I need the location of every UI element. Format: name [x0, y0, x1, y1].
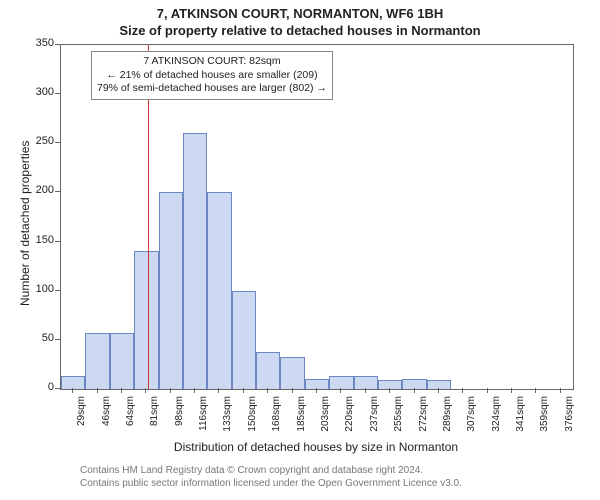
y-tick-label: 0: [24, 381, 54, 393]
y-tick-mark: [55, 339, 60, 340]
histogram-bar: [402, 379, 426, 389]
y-tick-mark: [55, 241, 60, 242]
histogram-bar: [427, 380, 451, 389]
annotation-line: 79% of semi-detached houses are larger (…: [97, 82, 327, 96]
x-tick-mark: [243, 388, 244, 393]
x-tick-mark: [535, 388, 536, 393]
x-tick-mark: [267, 388, 268, 393]
x-tick-mark: [365, 388, 366, 393]
x-tick-mark: [487, 388, 488, 393]
histogram-bar: [232, 291, 256, 389]
chart-container: 7, ATKINSON COURT, NORMANTON, WF6 1BH Si…: [0, 0, 600, 500]
y-tick-mark: [55, 93, 60, 94]
x-tick-mark: [316, 388, 317, 393]
x-tick-mark: [218, 388, 219, 393]
y-tick-mark: [55, 388, 60, 389]
x-tick-mark: [194, 388, 195, 393]
x-tick-mark: [145, 388, 146, 393]
histogram-bar: [110, 333, 134, 389]
histogram-bar: [159, 192, 183, 389]
x-tick-mark: [438, 388, 439, 393]
x-tick-mark: [121, 388, 122, 393]
histogram-bar: [329, 376, 353, 389]
x-tick-mark: [462, 388, 463, 393]
y-tick-mark: [55, 142, 60, 143]
annotation-line: ← 21% of detached houses are smaller (20…: [97, 69, 327, 83]
y-tick-mark: [55, 290, 60, 291]
y-tick-mark: [55, 191, 60, 192]
footer-attribution: Contains HM Land Registry data © Crown c…: [80, 464, 462, 490]
y-tick-label: 350: [24, 37, 54, 49]
plot-area: 7 ATKINSON COURT: 82sqm ← 21% of detache…: [60, 44, 574, 390]
title-subtitle: Size of property relative to detached ho…: [0, 21, 600, 38]
histogram-bar: [183, 133, 207, 389]
x-tick-mark: [97, 388, 98, 393]
y-tick-label: 300: [24, 86, 54, 98]
annotation-box: 7 ATKINSON COURT: 82sqm ← 21% of detache…: [91, 51, 333, 100]
x-tick-mark: [389, 388, 390, 393]
histogram-bar: [85, 333, 109, 389]
histogram-bar: [134, 251, 158, 389]
footer-line: Contains public sector information licen…: [80, 477, 462, 490]
histogram-bar: [280, 357, 304, 389]
x-tick-mark: [560, 388, 561, 393]
histogram-bar: [256, 352, 280, 389]
histogram-bar: [61, 376, 85, 389]
title-address: 7, ATKINSON COURT, NORMANTON, WF6 1BH: [0, 0, 600, 21]
x-tick-mark: [511, 388, 512, 393]
y-axis-label: Number of detached properties: [18, 141, 32, 306]
x-tick-mark: [340, 388, 341, 393]
x-tick-mark: [72, 388, 73, 393]
x-tick-mark: [170, 388, 171, 393]
y-tick-mark: [55, 44, 60, 45]
x-tick-mark: [414, 388, 415, 393]
annotation-line: 7 ATKINSON COURT: 82sqm: [97, 55, 327, 69]
x-tick-mark: [292, 388, 293, 393]
footer-line: Contains HM Land Registry data © Crown c…: [80, 464, 462, 477]
histogram-bar: [354, 376, 378, 389]
y-tick-label: 50: [24, 332, 54, 344]
histogram-bar: [207, 192, 231, 389]
x-axis-label: Distribution of detached houses by size …: [60, 440, 572, 454]
